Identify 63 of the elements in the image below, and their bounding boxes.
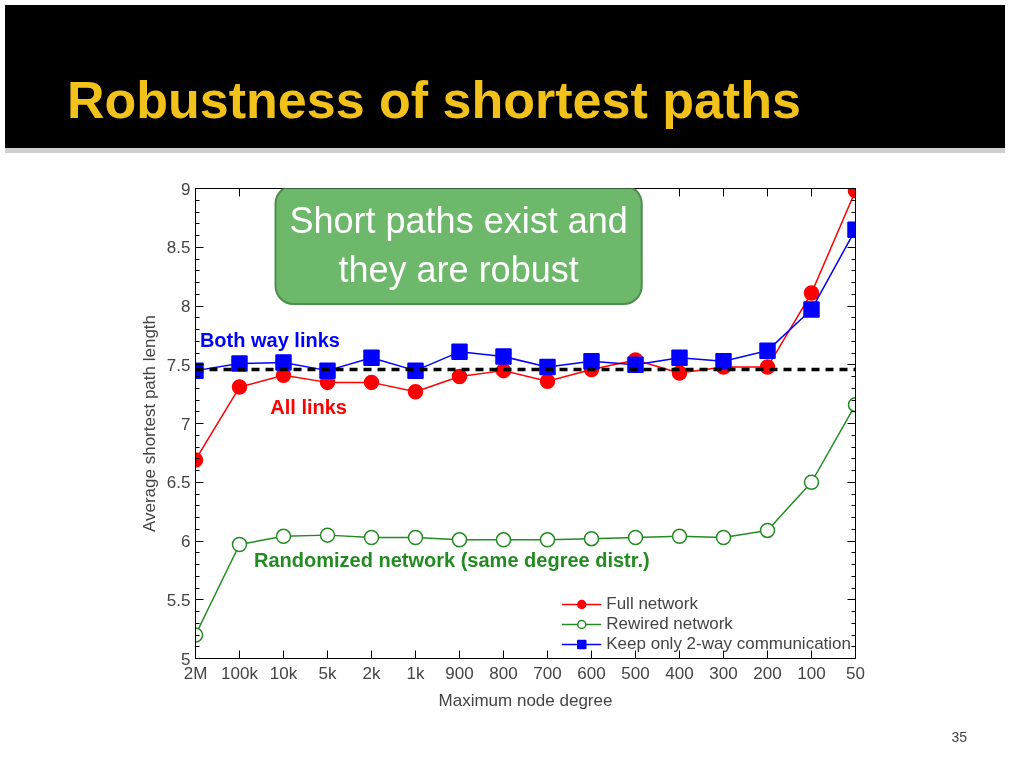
point <box>715 352 732 370</box>
x-tick-label: 700 <box>533 663 562 683</box>
x-tick-label: 600 <box>577 663 606 683</box>
x-tick-label: 100 <box>797 663 826 683</box>
annotation: Randomized network (same degree distr.) <box>254 548 650 571</box>
point <box>319 527 336 543</box>
y-tick-label: 6.5 <box>166 473 191 493</box>
legend-label: Full network <box>606 594 698 614</box>
x-tick-label: 400 <box>665 663 694 683</box>
y-tick-label: 6 <box>181 532 191 551</box>
y-tick-label: 7 <box>181 414 191 434</box>
point <box>627 529 644 546</box>
point <box>715 529 732 546</box>
text: 35 <box>951 728 967 747</box>
point <box>363 349 380 366</box>
x-tick-label: 100k <box>221 663 259 683</box>
annotation: Short paths exist and they are robust <box>289 199 628 290</box>
point <box>539 373 556 389</box>
y-tick-label: 5.5 <box>166 590 191 610</box>
y-tick-label: 7.5 <box>166 355 191 375</box>
point <box>759 342 776 359</box>
point <box>539 532 556 548</box>
point <box>495 348 512 365</box>
y-tick-label: 9 <box>181 179 191 199</box>
point <box>451 532 468 548</box>
point <box>231 536 248 553</box>
y-tick-label: 8.5 <box>166 238 191 258</box>
point <box>451 368 468 385</box>
x-tick-label: 900 <box>445 663 474 683</box>
point <box>583 352 600 370</box>
x-tick-label: 1k <box>406 663 425 683</box>
y-tick-label: 8 <box>181 297 191 316</box>
point <box>671 349 688 366</box>
point <box>583 530 600 547</box>
x-tick-label: 5k <box>318 663 337 683</box>
legend-label: Rewired network <box>606 614 733 634</box>
point <box>275 528 292 545</box>
x-tick-label: 500 <box>621 663 650 683</box>
point <box>759 522 776 539</box>
point <box>275 354 292 371</box>
point <box>671 528 688 545</box>
x-tick-label: 200 <box>753 663 782 683</box>
point <box>363 374 380 391</box>
point <box>451 343 468 361</box>
annotation: All links <box>270 396 347 419</box>
x-tick-label: 800 <box>489 663 518 683</box>
point <box>803 301 820 318</box>
point <box>231 379 248 395</box>
x-tick-label: 50 <box>846 663 865 683</box>
point <box>407 529 424 546</box>
x-tick-label: 2k <box>362 663 381 683</box>
x-tick-label: 300 <box>709 663 738 683</box>
point <box>363 529 380 546</box>
point <box>495 532 512 548</box>
x-tick-label: 10k <box>269 663 298 683</box>
x-axis-title: Maximum node degree <box>438 690 613 710</box>
chart-title: Robustness of shortest paths <box>67 70 801 131</box>
point <box>803 474 820 490</box>
point <box>407 384 424 400</box>
legend-label: Keep only 2-way communication <box>606 634 851 654</box>
annotation: Both way links <box>199 329 340 352</box>
y-axis-title: Average shortest path length <box>139 314 159 533</box>
point <box>803 285 820 301</box>
